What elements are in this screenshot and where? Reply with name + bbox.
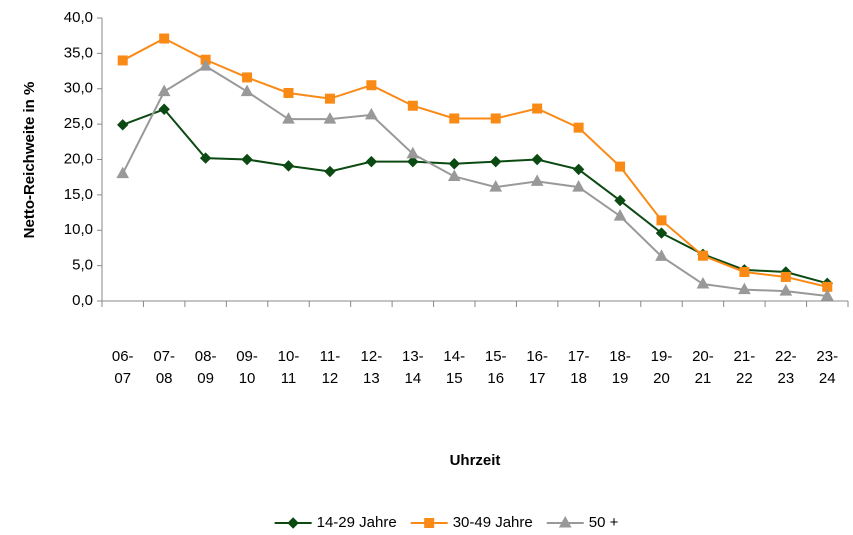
- legend-item: 14-29 Jahre: [274, 514, 397, 531]
- marker: [157, 84, 171, 97]
- marker: [780, 271, 791, 282]
- marker: [820, 289, 834, 301]
- y-tick-label: 10,0: [64, 221, 93, 238]
- x-tick-label: 06-07: [111, 348, 134, 387]
- x-tick-label: 14-15: [443, 348, 466, 387]
- marker: [449, 113, 460, 124]
- marker: [116, 166, 130, 179]
- marker: [199, 59, 212, 71]
- y-tick-label: 35,0: [64, 44, 93, 61]
- marker: [532, 103, 543, 114]
- x-tick-label: 21-22: [733, 348, 756, 387]
- marker: [407, 155, 419, 168]
- marker: [739, 266, 750, 277]
- marker: [365, 107, 378, 120]
- x-tick-label: 09-10: [236, 348, 258, 387]
- marker: [615, 161, 626, 172]
- marker: [199, 152, 212, 164]
- x-tick-label: 10-11: [277, 348, 300, 387]
- legend-marker: [424, 518, 435, 528]
- marker: [531, 153, 543, 166]
- legend-label: 30-49 Jahre: [453, 514, 533, 531]
- marker: [614, 194, 626, 207]
- x-tick-label: 16-17: [526, 348, 548, 387]
- marker: [490, 113, 501, 124]
- x-tick-label: 15-16: [484, 348, 507, 387]
- marker: [448, 158, 460, 170]
- x-tick-label: 07-08: [153, 348, 175, 387]
- marker: [655, 249, 668, 261]
- marker: [324, 165, 336, 178]
- marker: [366, 80, 377, 91]
- legend-item: 30-49 Jahre: [410, 514, 533, 531]
- x-tick-label: 18-19: [609, 348, 631, 387]
- marker: [242, 72, 253, 83]
- marker: [117, 119, 129, 131]
- marker: [159, 33, 170, 44]
- marker: [655, 227, 668, 239]
- marker: [407, 100, 418, 111]
- legend-label: 50 +: [589, 514, 619, 531]
- x-tick-label: 17-18: [567, 348, 590, 387]
- marker: [490, 155, 502, 168]
- marker: [738, 282, 751, 295]
- x-tick-label: 08-09: [194, 348, 217, 387]
- x-tick-label: 22-23: [774, 348, 797, 387]
- marker: [406, 146, 420, 159]
- marker: [365, 155, 378, 168]
- marker: [489, 180, 503, 192]
- x-axis-title: Uhrzeit: [450, 452, 501, 469]
- marker: [572, 180, 585, 192]
- y-tick-label: 5,0: [72, 257, 93, 274]
- x-tick-label: 12-13: [360, 348, 383, 387]
- marker: [697, 250, 708, 261]
- marker: [241, 153, 253, 166]
- marker: [447, 169, 461, 181]
- marker: [530, 174, 544, 186]
- y-tick-label: 20,0: [64, 150, 93, 167]
- series-line: [122, 37, 828, 288]
- x-tick-label: 20-21: [692, 348, 714, 387]
- marker: [573, 122, 584, 133]
- marker: [656, 215, 667, 226]
- legend-marker: [558, 515, 572, 528]
- series-line: [122, 108, 828, 285]
- marker: [283, 87, 294, 98]
- marker: [779, 284, 793, 296]
- x-tick-label: 13-14: [401, 348, 424, 387]
- y-axis-title: Netto-Reichweite in %: [21, 82, 38, 239]
- legend-label: 14-29 Jahre: [317, 514, 397, 531]
- marker: [613, 209, 627, 221]
- y-tick-label: 30,0: [64, 80, 93, 97]
- x-tick-label: 23-24: [816, 348, 839, 387]
- y-tick-label: 15,0: [64, 186, 93, 203]
- marker: [240, 84, 254, 97]
- marker: [572, 163, 585, 176]
- marker: [324, 93, 335, 104]
- marker: [158, 103, 170, 115]
- y-tick-label: 40,0: [64, 9, 93, 26]
- x-tick-label: 19-20: [650, 348, 673, 387]
- y-tick-label: 0,0: [72, 292, 93, 309]
- legend-item: 50 +: [546, 514, 619, 531]
- legend-marker: [287, 517, 299, 529]
- x-tick-label: 11-12: [319, 348, 341, 387]
- marker: [117, 55, 128, 66]
- y-tick-label: 25,0: [64, 115, 93, 132]
- marker: [282, 112, 295, 124]
- series-line: [121, 64, 828, 298]
- marker: [696, 276, 710, 289]
- marker: [282, 160, 295, 172]
- marker: [323, 112, 337, 124]
